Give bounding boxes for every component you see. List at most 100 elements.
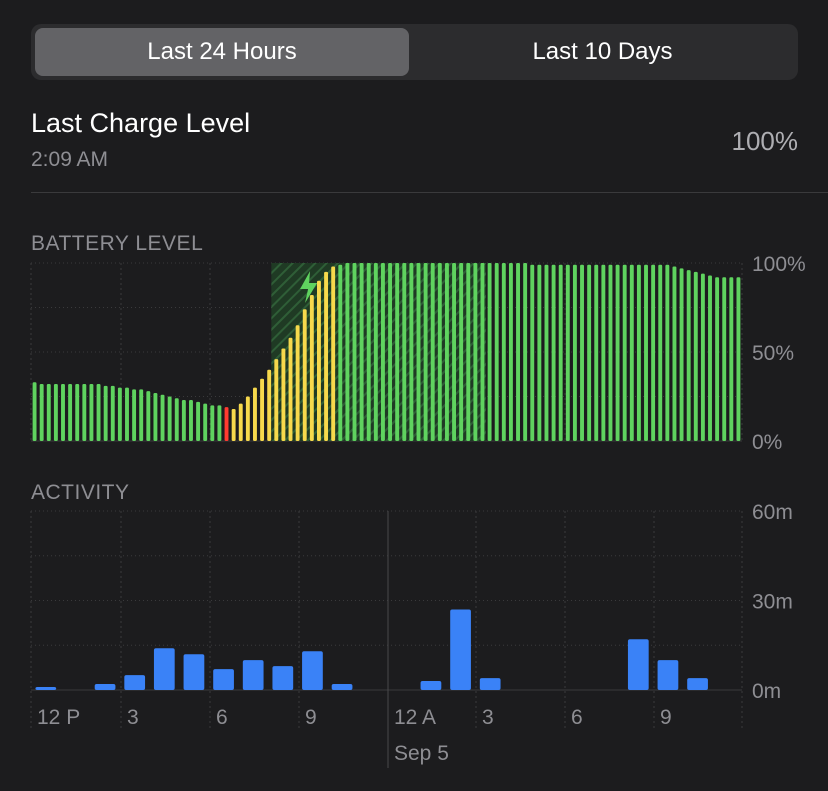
activity-x-tick: 12 A xyxy=(394,706,436,729)
battery-bar xyxy=(651,264,656,441)
battery-bar xyxy=(366,263,371,441)
activity-bar xyxy=(450,609,471,690)
activity-bar xyxy=(657,660,679,690)
battery-bar xyxy=(444,263,449,441)
battery-bar xyxy=(473,263,478,441)
battery-bar xyxy=(373,263,378,441)
battery-bar xyxy=(508,263,513,441)
activity-bar xyxy=(687,678,708,690)
battery-y-tick: 100% xyxy=(752,253,806,276)
activity-x-tick: 9 xyxy=(305,706,317,729)
battery-bar xyxy=(217,405,222,441)
date-label: Sep 5 xyxy=(394,742,449,765)
battery-bar xyxy=(295,325,300,441)
battery-bar xyxy=(167,396,172,441)
battery-bar xyxy=(729,277,734,441)
battery-bar xyxy=(189,400,193,441)
activity-y-tick: 30m xyxy=(752,591,793,614)
battery-bar xyxy=(110,385,115,441)
battery-bar xyxy=(231,408,236,441)
battery-bar xyxy=(274,359,279,441)
battery-bar xyxy=(260,378,265,441)
activity-bar xyxy=(627,639,649,690)
battery-bar xyxy=(629,264,634,441)
battery-bar xyxy=(82,384,87,441)
battery-bar xyxy=(530,264,535,441)
battery-bar xyxy=(61,384,65,441)
battery-bar xyxy=(679,268,684,441)
battery-bar xyxy=(32,382,37,441)
battery-bar xyxy=(423,263,428,441)
battery-bar xyxy=(146,391,151,441)
battery-bar xyxy=(693,271,698,441)
battery-bar xyxy=(224,407,229,441)
tab-last-24-hours[interactable]: Last 24 Hours xyxy=(35,28,409,76)
battery-bar xyxy=(430,263,435,441)
battery-bar xyxy=(174,398,179,441)
battery-bar xyxy=(665,264,670,441)
tab-last-10-days[interactable]: Last 10 Days xyxy=(532,38,673,65)
last-charge-title: Last Charge Level xyxy=(31,108,251,138)
battery-bar xyxy=(608,264,613,441)
battery-bar xyxy=(601,264,606,441)
activity-x-tick: 9 xyxy=(660,706,672,729)
battery-bar xyxy=(622,264,627,441)
battery-bar xyxy=(89,384,94,441)
battery-bar xyxy=(117,387,122,441)
battery-bar xyxy=(46,384,51,441)
battery-bar xyxy=(565,264,570,441)
activity-x-tick: 6 xyxy=(216,706,228,729)
battery-bar xyxy=(316,280,321,441)
battery-bar xyxy=(345,263,350,441)
battery-bar xyxy=(594,264,599,441)
battery-bar xyxy=(402,263,407,441)
activity-bar xyxy=(420,681,442,690)
battery-bar xyxy=(352,263,357,441)
last-charge-value: 100% xyxy=(731,126,799,156)
battery-bar xyxy=(309,295,314,441)
activity-bar xyxy=(479,678,501,690)
battery-bar xyxy=(53,384,58,441)
battery-bar xyxy=(302,309,307,441)
activity-x-tick: 6 xyxy=(571,706,583,729)
activity-x-tick: 3 xyxy=(482,706,494,729)
battery-bar xyxy=(253,387,257,441)
battery-bar xyxy=(395,263,400,441)
battery-bar xyxy=(132,389,137,441)
battery-bar xyxy=(615,264,620,441)
battery-level-label: BATTERY LEVEL xyxy=(31,232,204,255)
battery-bar xyxy=(139,389,144,441)
activity-bar xyxy=(213,669,234,690)
battery-bar xyxy=(572,264,577,441)
battery-bar xyxy=(181,400,186,441)
battery-bar xyxy=(416,263,421,441)
activity-y-tick: 60m xyxy=(752,501,793,524)
battery-bar xyxy=(722,277,727,441)
activity-bar xyxy=(153,648,175,690)
battery-bar xyxy=(516,263,520,441)
battery-bar xyxy=(210,405,215,441)
battery-bar xyxy=(153,392,158,441)
battery-bar xyxy=(437,263,442,441)
battery-bar xyxy=(338,264,343,441)
activity-bar xyxy=(242,660,264,690)
battery-bar xyxy=(459,263,464,441)
activity-bar xyxy=(183,654,205,690)
battery-bar xyxy=(409,263,414,441)
battery-y-tick: 0% xyxy=(752,431,782,454)
battery-bar xyxy=(160,394,165,441)
battery-bar xyxy=(537,264,542,441)
battery-bar xyxy=(672,266,677,441)
battery-bar xyxy=(75,384,80,441)
battery-bar xyxy=(466,263,471,441)
battery-bar xyxy=(487,263,492,441)
activity-y-tick: 0m xyxy=(752,680,781,703)
battery-bar xyxy=(580,264,584,441)
activity-bar xyxy=(35,687,57,690)
battery-bar xyxy=(203,403,208,441)
battery-bar xyxy=(644,264,648,441)
battery-bar xyxy=(238,403,243,441)
battery-bar xyxy=(103,385,108,441)
activity-bar xyxy=(331,684,353,690)
lightning-bolt-icon xyxy=(300,271,318,303)
